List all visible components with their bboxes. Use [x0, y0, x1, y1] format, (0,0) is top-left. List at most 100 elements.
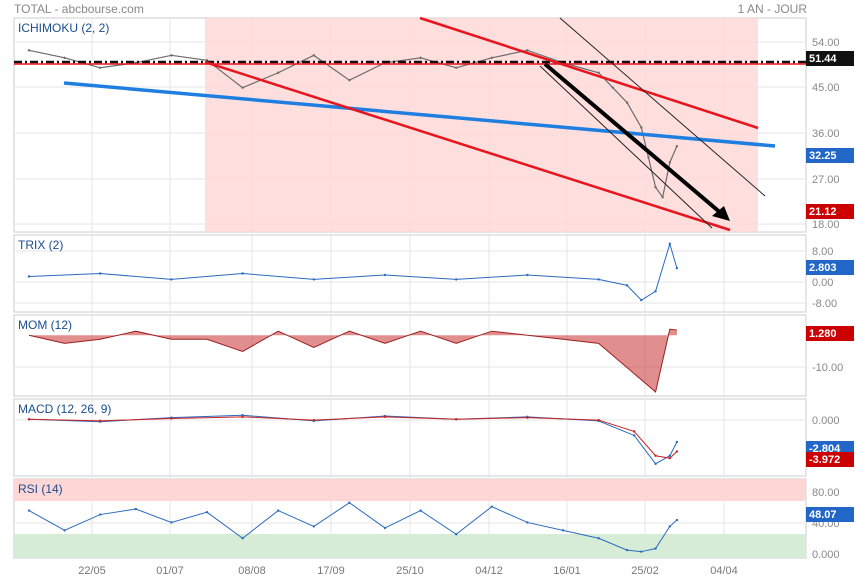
- channel-fill: [205, 18, 758, 232]
- rsi-point: [277, 509, 280, 512]
- panel-label-rsi: RSI (14): [18, 482, 63, 496]
- trend-arrow-head: [712, 206, 730, 221]
- trix-point: [526, 273, 529, 277]
- source-title: TOTAL - abcbourse.com: [14, 2, 144, 16]
- value-badge-price: [806, 148, 854, 163]
- trix-point: [241, 272, 244, 275]
- price-point: [490, 56, 493, 60]
- value-badge-mom: [806, 326, 854, 341]
- value-badge-text-price: 21.12: [809, 206, 837, 218]
- trix-point: [640, 298, 643, 302]
- rsi-overbought-band: [14, 479, 806, 501]
- mom-area: [29, 329, 677, 392]
- y-tick-trix: 8.00: [812, 246, 833, 258]
- macd-point: [633, 430, 636, 433]
- rsi-point: [383, 526, 387, 530]
- x-tick-label: 01/07: [156, 565, 184, 577]
- trix-point: [312, 278, 315, 281]
- mom-line: [28, 328, 677, 393]
- rsi-point: [63, 529, 66, 532]
- rsi-point: [640, 550, 643, 553]
- x-tick-label: 16/01: [553, 565, 581, 577]
- macd-point: [675, 440, 679, 444]
- value-badge-rsi: [806, 507, 854, 522]
- thin-channel-upper: [559, 17, 766, 197]
- panel-label-mom: MOM (12): [18, 318, 72, 332]
- trix-point: [668, 242, 671, 246]
- y-tick-mom: -10.00: [812, 362, 843, 374]
- x-tick-label: 04/04: [710, 565, 738, 577]
- macd-point: [668, 454, 671, 457]
- rsi-point: [419, 509, 422, 512]
- price-point: [661, 195, 664, 199]
- rsi-point: [597, 537, 600, 540]
- price-point: [640, 126, 643, 129]
- trix-point: [27, 275, 31, 278]
- rsi-oversold-band: [14, 534, 806, 558]
- macd-point: [241, 415, 244, 419]
- rsi-point: [170, 521, 173, 524]
- macd-point: [312, 418, 315, 422]
- rsi-point: [561, 529, 565, 532]
- y-tick-price: 27.00: [812, 174, 840, 186]
- y-tick-macd: 0.000: [812, 415, 840, 427]
- rsi-point: [312, 525, 315, 528]
- macd-point: [526, 416, 529, 419]
- x-tick-label: 25/02: [631, 565, 659, 577]
- price-point: [526, 49, 529, 52]
- macd-point: [654, 462, 657, 466]
- value-badge-price: [806, 51, 854, 66]
- price-point: [277, 71, 280, 74]
- macd-point: [455, 418, 458, 421]
- rsi-point: [134, 507, 137, 511]
- x-tick-label: 25/10: [396, 565, 424, 577]
- x-tick-label: 22/05: [78, 565, 106, 577]
- range-label[interactable]: 1 AN - JOUR: [737, 2, 807, 16]
- macd-point: [668, 456, 671, 460]
- price-point: [170, 54, 173, 57]
- trix-point: [455, 278, 458, 281]
- rsi-point: [99, 513, 102, 516]
- price-point: [455, 66, 458, 69]
- rsi-point: [490, 505, 493, 508]
- rsi-point: [205, 510, 209, 514]
- price-point: [27, 49, 31, 52]
- price-point: [312, 54, 315, 57]
- price-point: [348, 79, 351, 82]
- trix-point: [170, 278, 173, 281]
- x-tick-label: 17/09: [317, 565, 345, 577]
- macd-point: [597, 418, 600, 422]
- price-point: [668, 161, 671, 164]
- y-tick-price: 45.00: [812, 82, 840, 94]
- x-tick-label: 04/12: [475, 565, 503, 577]
- price-point: [611, 86, 615, 89]
- macd-point: [99, 419, 102, 423]
- rsi-point: [526, 521, 529, 524]
- channel-lower-line: [204, 60, 731, 232]
- macd-point: [633, 434, 636, 437]
- rsi-point: [241, 537, 244, 540]
- trix-series-0: [28, 242, 678, 301]
- macd-point: [27, 418, 31, 421]
- value-badge-trix: [806, 260, 854, 275]
- rsi-point: [654, 547, 657, 550]
- trix-point: [675, 266, 679, 270]
- panel-label-macd: MACD (12, 26, 9): [18, 402, 111, 416]
- panel-label-trix: TRIX (2): [18, 238, 63, 252]
- rsi-point: [348, 501, 351, 504]
- value-badge-text-trix: 2.803: [809, 262, 837, 274]
- macd-point: [675, 450, 679, 453]
- price-point: [647, 156, 650, 159]
- trix-point: [99, 272, 102, 275]
- value-badge-macd: [806, 452, 854, 467]
- trend-arrow: [543, 62, 724, 216]
- value-badge-text-price: 32.25: [809, 150, 837, 162]
- value-badge-text-rsi: 48.07: [809, 509, 837, 521]
- price-point: [99, 66, 102, 69]
- x-tick-label: 08/08: [238, 565, 266, 577]
- price-point: [241, 86, 244, 89]
- rsi-point: [675, 518, 679, 522]
- macd-point: [383, 415, 387, 419]
- value-badge-price: [806, 204, 854, 219]
